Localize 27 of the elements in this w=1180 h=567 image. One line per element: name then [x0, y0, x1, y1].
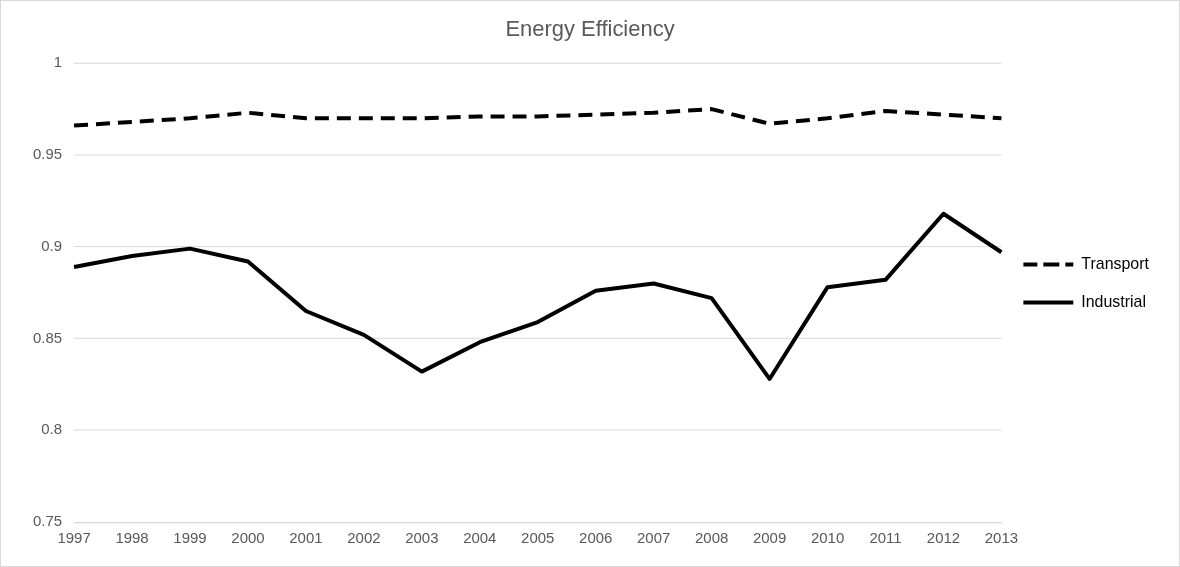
x-tick-label: 2006 — [579, 529, 613, 547]
x-tick-label: 2012 — [926, 529, 961, 547]
y-tick-label: 0.9 — [41, 236, 63, 254]
x-tick-label: 2003 — [405, 529, 439, 547]
x-tick-label: 2002 — [347, 529, 381, 547]
x-tick-label: 2005 — [521, 529, 555, 547]
x-tick-label: 2009 — [752, 529, 787, 547]
x-tick-label: 2013 — [984, 529, 1019, 547]
y-tick-label: 0.95 — [32, 145, 63, 163]
line-series — [72, 107, 1004, 128]
legend-label: Industrial — [1081, 292, 1147, 310]
x-tick-label: 2000 — [231, 529, 265, 547]
x-tick-label: 2011 — [869, 529, 902, 547]
y-tick-label: 0.8 — [41, 420, 63, 438]
x-tick-label: 2001 — [289, 529, 323, 547]
x-tick-label: 2007 — [637, 529, 671, 547]
y-tick-label: 1 — [53, 53, 63, 71]
legend-label: Transport — [1081, 254, 1150, 272]
y-tick-label: 0.85 — [32, 328, 63, 346]
y-tick-label: 0.75 — [32, 512, 63, 530]
x-tick-label: 2004 — [463, 529, 497, 547]
x-tick-label: 1997 — [57, 529, 91, 547]
x-tick-label: 1999 — [173, 529, 207, 547]
x-tick-label: 2010 — [810, 529, 845, 547]
x-tick-label: 2008 — [694, 529, 729, 547]
chart-title: Energy Efficiency — [505, 16, 675, 42]
x-tick-label: 1998 — [115, 529, 149, 547]
